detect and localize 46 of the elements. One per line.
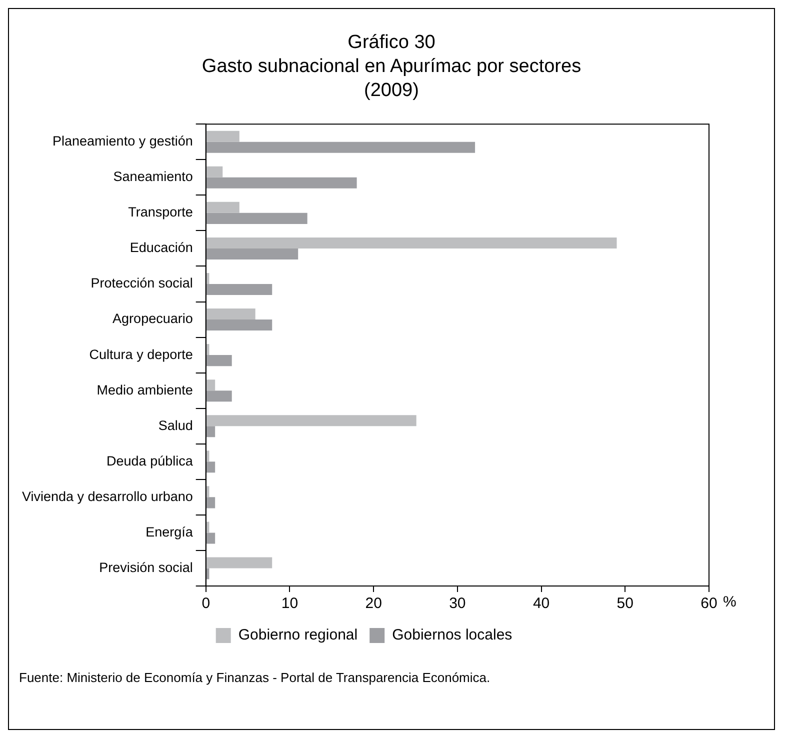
legend-label: Gobiernos locales [392, 626, 512, 644]
bar [206, 212, 308, 224]
legend-label: Gobierno regional [238, 626, 358, 644]
y-tick-label: Protección social [90, 276, 193, 291]
bar [206, 166, 223, 178]
y-tick-label: Energía [146, 524, 194, 540]
bar [206, 355, 232, 366]
bar [206, 320, 272, 331]
bar [206, 248, 298, 260]
bar [206, 284, 272, 296]
y-tick-label: Salud [158, 418, 193, 433]
bar [206, 380, 216, 391]
x-axis-title: % [723, 594, 736, 611]
bar [206, 497, 216, 508]
y-tick-label: Saneamiento [113, 169, 193, 184]
bar [206, 462, 216, 473]
y-tick-label: Vivienda y desarrollo urbano [22, 488, 193, 504]
y-tick-label: Agropecuario [112, 311, 193, 326]
x-tick-label: 10 [281, 595, 298, 612]
chart-title: Gráfico 30 [346, 31, 436, 55]
bar [206, 142, 476, 153]
bar [206, 390, 232, 402]
bar [206, 426, 216, 438]
bar [206, 237, 617, 248]
bar [206, 415, 416, 426]
x-tick-label: 40 [532, 595, 550, 612]
y-tick-label: Cultura y deporte [89, 346, 193, 362]
bar [206, 532, 216, 544]
y-tick-label: Educación [130, 240, 193, 256]
y-tick-label: Previsión social [99, 560, 193, 575]
x-tick-label: 60 [700, 595, 718, 612]
bar [206, 308, 256, 320]
source-note: Fuente: Ministerio de Economía y Finanzas - Portal de Transparencia Económica. [19, 670, 490, 685]
bar [206, 130, 240, 142]
chart-subtitle: Gasto subnacional en Apurímac por sectores (2009) [200, 55, 582, 103]
x-tick-label: 30 [449, 595, 466, 612]
y-tick-label: Deuda pública [106, 453, 194, 468]
y-tick-label: Transporte [128, 204, 193, 220]
x-tick-label: 20 [365, 595, 382, 612]
bar [206, 177, 357, 188]
x-tick-label: 0 [202, 595, 210, 612]
bar [206, 557, 272, 568]
y-tick-label: Planeamiento y gestión [52, 134, 193, 149]
bar [206, 202, 240, 213]
y-tick-label: Medio ambiente [96, 382, 193, 398]
x-tick-label: 50 [616, 595, 634, 612]
